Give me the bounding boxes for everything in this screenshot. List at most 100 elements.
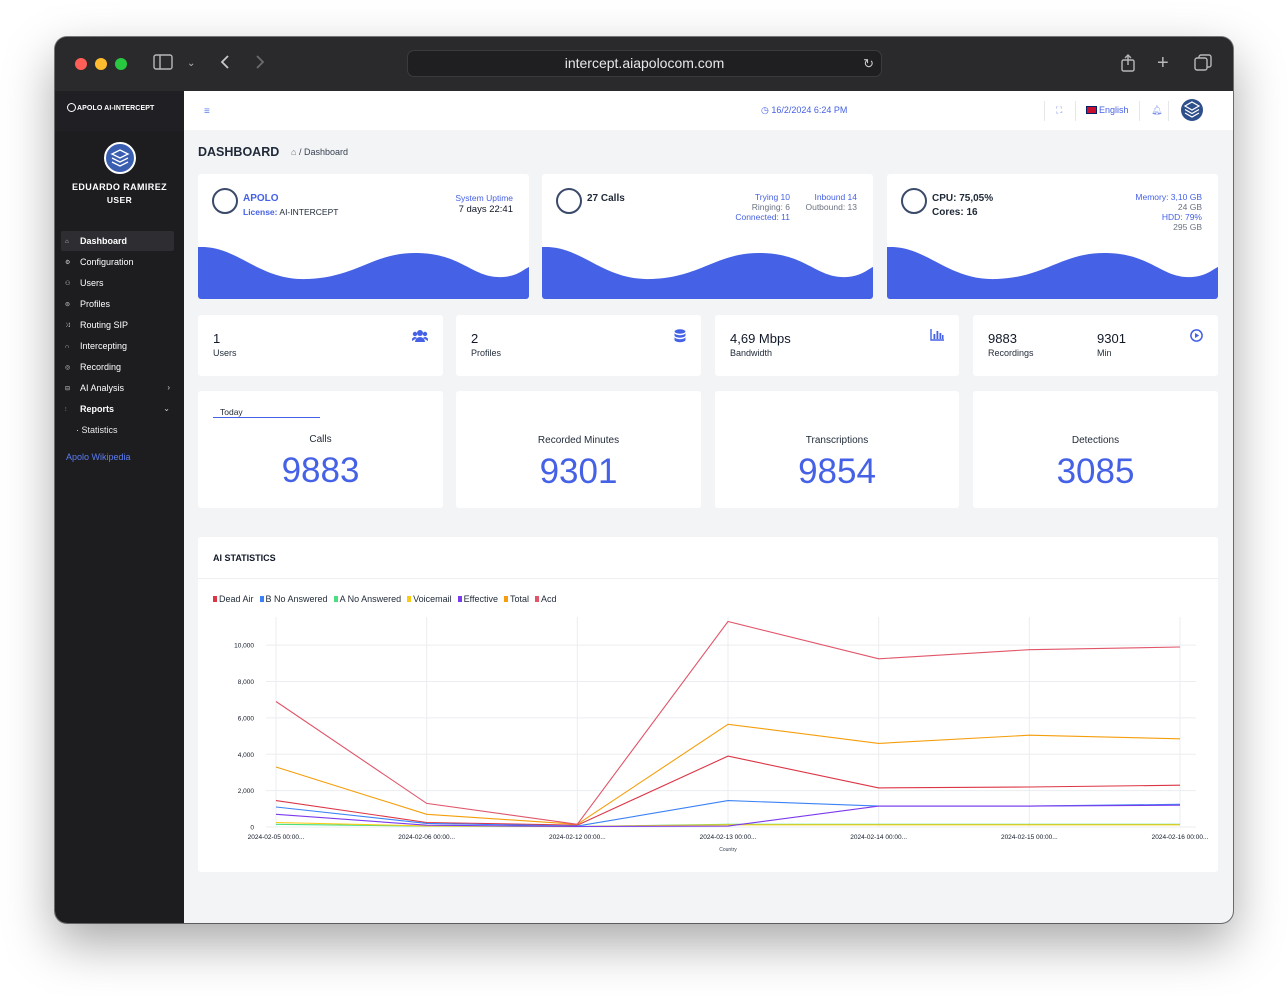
kpi-label: Detections (1071, 435, 1120, 446)
sidebar-item-configuration[interactable]: ⚙ Configuration (61, 252, 174, 272)
users-icon (411, 329, 429, 346)
legend-item[interactable]: Acd (535, 594, 557, 604)
divider (1139, 101, 1140, 121)
address-bar[interactable]: intercept.aiapolocom.com ↻ (407, 50, 882, 77)
legend-item[interactable]: Voicemail (407, 594, 452, 604)
sidebar-brand[interactable]: APOLO AI-INTERCEPT (55, 91, 184, 131)
back-icon[interactable] (220, 54, 230, 76)
language-selector[interactable]: English (1086, 105, 1129, 115)
wave-decoration (887, 247, 1218, 299)
shuffle-icon: ⤨ (65, 323, 70, 329)
chevron-down-icon[interactable]: ⌄ (187, 58, 196, 69)
close-window-button[interactable] (75, 58, 87, 70)
profiles-stat-card[interactable]: 2 Profiles (456, 315, 701, 376)
recordings-count: 9883 (988, 331, 1017, 346)
x-tick-label: 2024-02-16 00:00... (1152, 834, 1209, 841)
legend-item[interactable]: A No Answered (333, 594, 401, 604)
share-icon[interactable] (1120, 54, 1136, 78)
calls-title: 27 Calls (587, 193, 625, 204)
zoom-window-button[interactable] (115, 58, 127, 70)
bandwidth-stat-card[interactable]: 4,69 Mbps Bandwidth (715, 315, 959, 376)
sidebar-item-label: Recording (80, 362, 122, 372)
ai-statistics-chart: 0 2,000 4,000 6,000 8,000 10,000 2024-02-05 00… (234, 617, 1209, 853)
uptime-value: 7 days 22:41 (458, 204, 513, 215)
y-tick-label: 2,000 (238, 788, 255, 795)
sidebar-item-users[interactable]: ⚇ Users (61, 273, 174, 293)
new-tab-icon[interactable]: + (1157, 52, 1169, 74)
recorded-minutes-kpi-card: Recorded Minutes 9301 (456, 391, 701, 508)
recordings-stat-card[interactable]: 9883 Recordings 9301 Min (973, 315, 1218, 376)
cpu-cores: Cores: 16 (932, 207, 978, 218)
play-circle-icon (1190, 329, 1203, 345)
sidebar-item-routing-sip[interactable]: ⤨ Routing SIP (61, 315, 174, 335)
system-card: CPU: 75,05% Cores: 16 Memory: 3,10 GB 24… (887, 174, 1218, 299)
legend-item[interactable]: Dead Air (213, 594, 254, 604)
hdd-usage: HDD: 79% (1161, 212, 1202, 222)
fullscreen-icon[interactable]: ⛶ (1056, 105, 1063, 115)
chart-legend: Dead Air B No Answered A No Answered Voicem… (213, 594, 563, 604)
legend-label: Total (510, 594, 530, 604)
browser-window: ⌄ intercept.aiapolocom.com ↻ + APOLO AI-… (55, 37, 1233, 923)
user-name: EDUARDO RAMIREZ (72, 182, 167, 192)
license-label: License: (243, 207, 278, 217)
sidebar-item-intercepting[interactable]: ∩ Intercepting (61, 336, 174, 356)
legend-swatch (213, 596, 217, 602)
users-count: 1 (213, 331, 221, 346)
connected-count: Connected: 11 (735, 212, 790, 222)
x-axis-label: Country (719, 847, 737, 853)
sidebar-subitem-statistics[interactable]: · Statistics (76, 425, 118, 435)
chevron-right-icon: › (167, 383, 170, 392)
app-logo-icon[interactable] (1180, 98, 1204, 122)
menu-toggle-icon[interactable]: ≡ (204, 106, 210, 117)
database-icon: ⊜ (65, 302, 71, 308)
tab-today[interactable]: Today (213, 407, 320, 418)
sidebar-item-profiles[interactable]: ⊜ Profiles (61, 294, 174, 314)
datetime-display: ◷ 16/2/2024 6:24 PM (761, 105, 847, 116)
legend-label: Voicemail (413, 594, 452, 604)
brand-logo: APOLO AI-INTERCEPT (67, 103, 154, 112)
kpi-value: 9301 (539, 452, 618, 491)
legend-label: B No Answered (265, 594, 328, 604)
profiles-count: 2 (471, 331, 479, 346)
kpi-value: 9883 (281, 451, 360, 490)
wiki-link[interactable]: Apolo Wikipedia (66, 452, 131, 462)
tab-overview-icon[interactable] (1194, 54, 1212, 78)
brand-name: APOLO AI-INTERCEPT (77, 105, 155, 112)
database-icon (674, 329, 686, 346)
inbox-icon: ⊟ (65, 386, 71, 392)
inbound-count: Inbound 14 (814, 192, 857, 202)
legend-item[interactable]: B No Answered (259, 594, 328, 604)
forward-icon[interactable] (255, 54, 265, 76)
home-icon[interactable]: ⌂ (291, 147, 297, 157)
minimize-window-button[interactable] (95, 58, 107, 70)
headset-icon: ∩ (65, 344, 70, 350)
kpi-value: 9854 (798, 452, 876, 491)
sidebar-item-recording[interactable]: ◎ Recording (61, 357, 174, 377)
sidebar-toggle-icon[interactable] (153, 54, 173, 76)
reload-icon[interactable]: ↻ (863, 56, 874, 71)
minutes-count: 9301 (1097, 331, 1126, 346)
divider (1075, 101, 1076, 121)
sidebar-item-ai-analysis[interactable]: ⊟ AI Analysis › (61, 378, 174, 398)
browser-titlebar: ⌄ intercept.aiapolocom.com ↻ + (55, 37, 1233, 91)
trying-count: Trying 10 (754, 192, 790, 202)
wave-decoration (198, 247, 529, 299)
uk-flag-icon (1086, 106, 1097, 114)
minutes-label: Min (1097, 348, 1112, 358)
x-tick-label: 2024-02-05 00:00... (248, 834, 305, 841)
x-tick-label: 2024-02-06 00:00... (398, 834, 455, 841)
sidebar-item-dashboard[interactable]: ⌂ Dashboard (61, 231, 174, 251)
cpu-usage: CPU: 75,05% (932, 193, 994, 204)
bell-icon[interactable]: 🔔︎ (1151, 105, 1163, 115)
bar-chart-icon (930, 329, 944, 344)
users-icon: ⚇ (65, 281, 71, 287)
legend-item[interactable]: Effective (457, 594, 498, 604)
series-line-effective (275, 804, 1181, 828)
legend-swatch (333, 596, 338, 602)
sidebar-item-reports[interactable]: ⫶ Reports ⌄ (61, 399, 174, 419)
legend-item[interactable]: Total (504, 594, 529, 604)
x-tick-label: 2024-02-12 00:00... (549, 834, 606, 841)
outbound-count: Outbound: 13 (805, 202, 857, 212)
users-stat-card[interactable]: 1 Users (198, 315, 443, 376)
legend-label: Dead Air (219, 594, 254, 604)
